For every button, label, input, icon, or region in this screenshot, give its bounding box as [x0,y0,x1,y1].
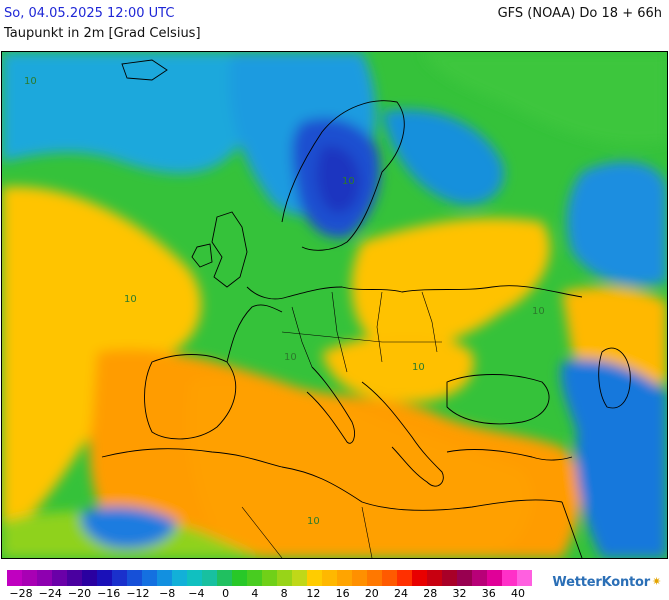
parameter-title: Taupunkt in 2m [Grad Celsius] [4,26,201,41]
legend-tick-label: 40 [511,587,525,600]
legend-swatch [202,570,217,586]
legend-swatch [67,570,82,586]
dewpoint-map: 10 10 10 10 10 10 10 [1,51,668,559]
legend-swatch [472,570,487,586]
coastlines [101,59,631,558]
legend-tick-label: 16 [335,587,350,600]
contour-label: 10 [124,294,137,305]
legend-swatch [97,570,112,586]
legend-tick-label: 0 [222,587,230,600]
legend-swatch [232,570,247,586]
sun-icon: ✷ [651,575,661,588]
contour-label: 10 [412,362,425,373]
wetterkontor-logo[interactable]: WetterKontor ✷ [552,575,661,590]
legend-tick-label: 12 [306,587,321,600]
legend-swatch [22,570,37,586]
legend-tick-label: −28 [9,587,33,600]
legend-tick-label: −24 [38,587,62,600]
legend-swatch [367,570,382,586]
legend-swatch [307,570,322,586]
legend-swatch [127,570,142,586]
legend-swatch [52,570,67,586]
legend-swatch [397,570,412,586]
contour-labels: 10 10 10 10 10 10 10 [24,76,545,527]
legend-swatch [262,570,277,586]
legend-tick-label: 20 [364,587,379,600]
legend-tick-label: 4 [251,587,259,600]
legend-swatch [412,570,427,586]
legend-swatch [187,570,202,586]
contour-label: 10 [342,176,355,187]
brand-name: WetterKontor [552,575,650,590]
legend-tick-label: −20 [67,587,92,600]
legend-tick-label: 28 [423,587,438,600]
legend-tick-label: −12 [126,587,150,600]
contour-label: 10 [284,352,297,363]
legend-swatch [487,570,502,586]
legend-swatch [322,570,337,586]
legend-swatch [172,570,187,586]
forecast-datetime: So, 04.05.2025 12:00 UTC [4,6,175,21]
legend-swatch [112,570,127,586]
legend-swatch [292,570,307,586]
legend-swatch [382,570,397,586]
legend-ticks: −28 −24 −20 −16 −12 −8 −4 0 4 8 12 16 20 24 28 32 36 40 [7,587,532,600]
legend-swatch [217,570,232,586]
legend-swatch [7,570,22,586]
legend-swatch [157,570,172,586]
legend-swatch [247,570,262,586]
contour-label: 10 [532,306,545,317]
model-run-label: GFS (NOAA) Do 18 + 66h [497,6,662,21]
legend-swatch [502,570,517,586]
legend-tick-label: −8 [159,587,176,600]
contour-label: 10 [24,76,37,87]
legend-swatch [457,570,472,586]
contour-label: 10 [307,516,320,527]
legend-swatch [277,570,292,586]
legend-tick-label: −16 [97,587,121,600]
legend-tick-label: −4 [188,587,205,600]
legend-swatch [427,570,442,586]
legend-swatch [442,570,457,586]
legend-swatch [37,570,52,586]
legend-swatch [82,570,97,586]
legend-swatch [517,570,532,586]
legend-swatch [352,570,367,586]
legend-tick-label: 24 [394,587,409,600]
map-canvas: 10 10 10 10 10 10 10 [2,52,667,558]
legend-tick-label: 36 [481,587,496,600]
legend-swatch [337,570,352,586]
legend-tick-label: 32 [452,587,467,600]
legend-swatch [142,570,157,586]
color-legend [7,570,532,586]
legend-tick-label: 8 [280,587,288,600]
